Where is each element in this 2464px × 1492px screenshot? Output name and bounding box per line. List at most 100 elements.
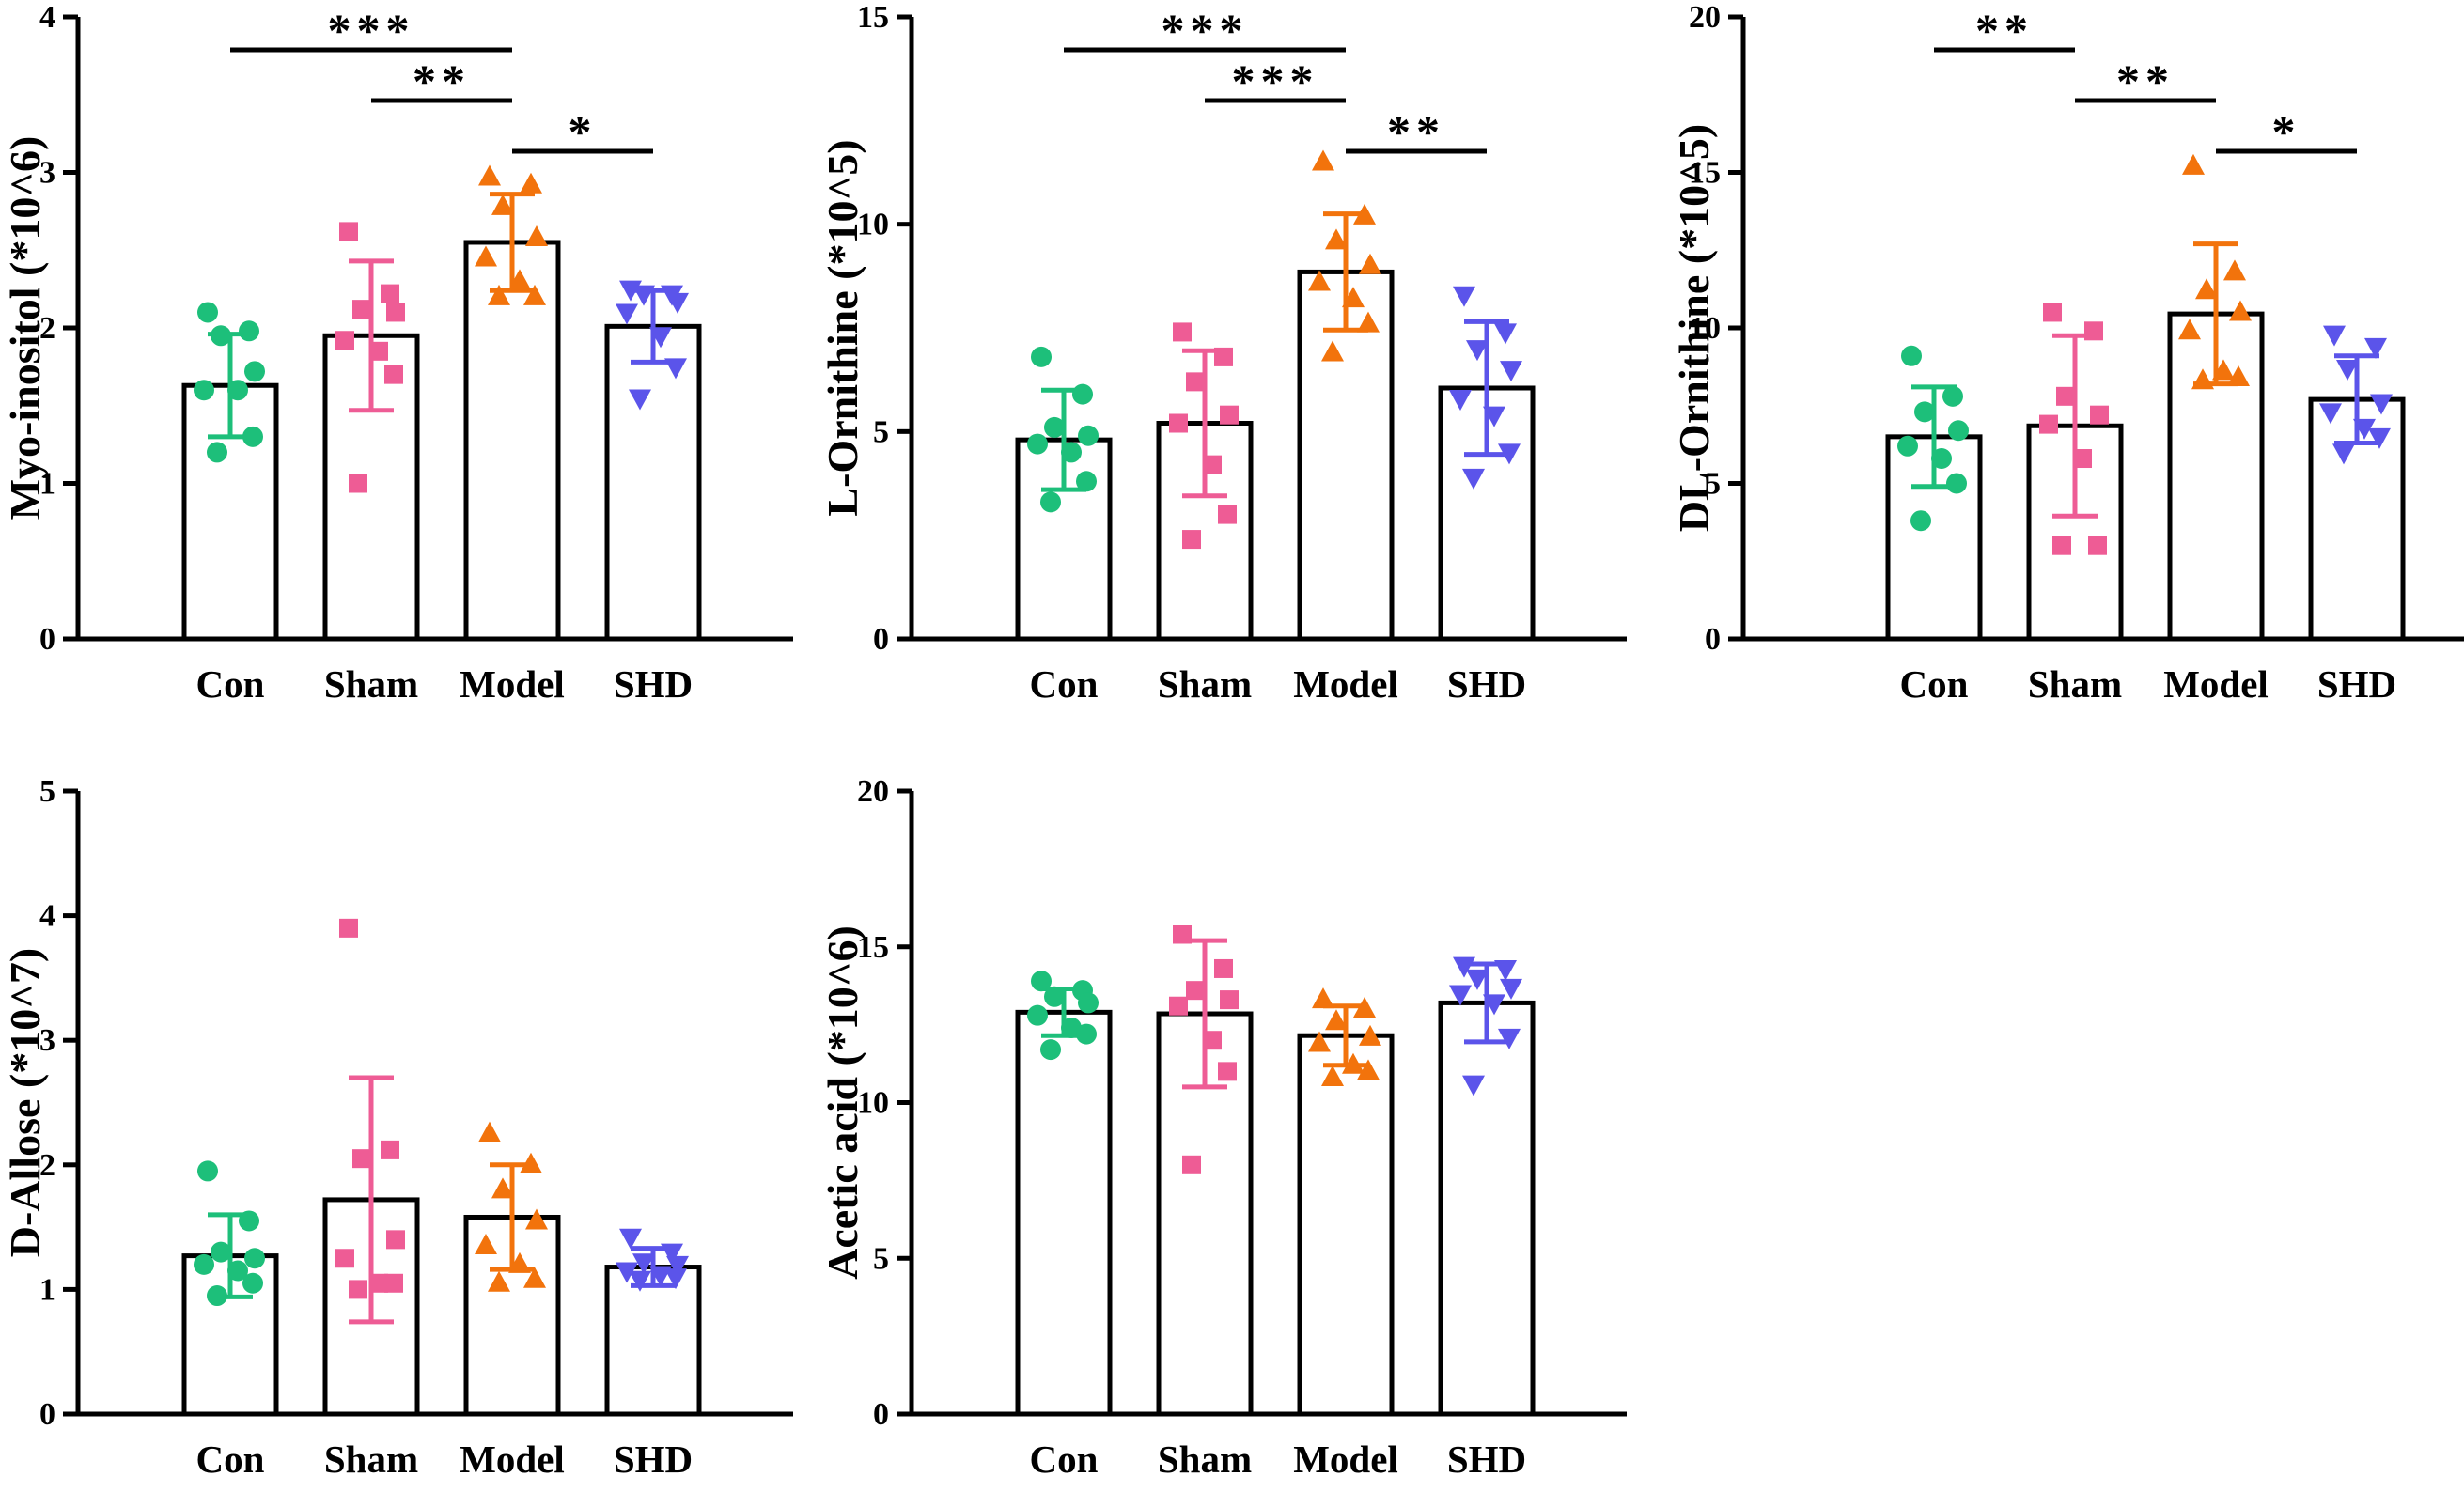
data-point-sham: [2043, 303, 2062, 322]
data-point-sham: [1169, 996, 1188, 1016]
y-tick-label: 0: [873, 1397, 889, 1432]
data-point-sham: [339, 222, 358, 241]
data-point-sham: [1203, 455, 1222, 474]
data-point-model: [2223, 259, 2246, 281]
data-point-shd: [1449, 985, 1472, 1006]
data-point-model: [488, 1270, 510, 1292]
data-point-con: [1914, 401, 1935, 423]
data-point-shd: [649, 327, 672, 349]
data-point-model: [1357, 1059, 1380, 1080]
data-point-shd: [1500, 361, 1522, 382]
data-point-shd: [664, 1268, 687, 1290]
data-point-shd: [1498, 443, 1521, 465]
x-tick-label-model: Model: [460, 1438, 565, 1481]
data-point-model: [520, 1152, 542, 1173]
data-point-sham: [386, 303, 405, 322]
data-point-model: [1321, 340, 1344, 362]
y-axis-title: Acetic acid (*10^6): [819, 925, 866, 1280]
y-tick-label: 2: [39, 311, 55, 346]
data-point-sham: [381, 1140, 399, 1159]
data-point-model: [475, 245, 497, 267]
data-point-sham: [381, 284, 399, 303]
data-point-con: [1901, 345, 1922, 366]
data-point-model: [1325, 228, 1348, 250]
data-point-sham: [1203, 1031, 1222, 1050]
data-point-shd: [2336, 360, 2359, 381]
x-tick-label-con: Con: [1030, 662, 1099, 706]
data-point-con: [1078, 425, 1099, 446]
chart-panel-5: 0 5 10 15 20 Con Sham Model SHD Acetic acid (*10^…: [819, 774, 1627, 1481]
data-point-con: [194, 380, 214, 401]
data-point-sham: [1173, 925, 1192, 944]
data-point-model: [525, 1208, 548, 1230]
x-tick-label-model: Model: [2163, 662, 2269, 706]
data-point-shd: [1483, 406, 1505, 427]
y-tick-label: 1: [39, 1272, 55, 1307]
bar-shd: [604, 323, 702, 642]
y-tick-label: 5: [873, 1241, 889, 1276]
data-point-con: [1931, 448, 1952, 470]
data-point-shd: [2353, 418, 2376, 440]
x-tick-label-model: Model: [1293, 1438, 1398, 1481]
data-point-con: [1044, 416, 1065, 438]
data-point-model: [1357, 311, 1380, 333]
data-point-shd: [1483, 994, 1505, 1016]
data-point-model: [2227, 365, 2250, 386]
bar-shd: [1438, 1000, 1536, 1417]
data-point-con: [244, 1248, 265, 1269]
data-point-shd: [2370, 394, 2393, 415]
data-point-model: [2178, 319, 2201, 340]
data-point-shd: [629, 1270, 651, 1292]
data-point-sham: [2090, 405, 2109, 425]
y-tick-label: 3: [39, 1023, 55, 1058]
significance-label: *: [2272, 105, 2301, 158]
x-tick-label-sham: Sham: [2028, 662, 2122, 706]
significance-label: **: [1975, 4, 2034, 56]
y-tick-label: 0: [1705, 622, 1721, 657]
significance-label: ***: [1162, 4, 1249, 56]
data-point-con: [1027, 1004, 1048, 1026]
significance-label: **: [1387, 105, 1445, 158]
data-point-model: [1312, 987, 1334, 1009]
data-point-shd: [2319, 403, 2342, 425]
data-point-model: [525, 225, 548, 247]
significance-label: *: [569, 105, 598, 158]
y-tick-label: 15: [1689, 156, 1721, 191]
x-tick-label-con: Con: [1030, 1438, 1099, 1481]
data-point-sham: [352, 1149, 371, 1169]
data-point-sham: [1220, 990, 1239, 1010]
data-point-model: [2195, 278, 2218, 300]
data-point-sham: [369, 1273, 388, 1293]
data-point-con: [239, 320, 259, 342]
x-tick-label-con: Con: [196, 662, 265, 706]
x-tick-label-shd: SHD: [614, 1438, 693, 1481]
data-point-sham: [349, 1280, 367, 1299]
y-tick-label: 4: [39, 0, 55, 35]
y-tick-label: 15: [857, 0, 889, 35]
data-point-shd: [664, 358, 687, 380]
data-point-con: [227, 380, 248, 401]
data-point-model: [2229, 300, 2252, 321]
data-point-model: [491, 194, 514, 215]
y-tick-label: 5: [873, 414, 889, 449]
data-point-con: [1910, 510, 1931, 532]
data-point-con: [1948, 420, 1969, 442]
x-tick-label-shd: SHD: [1447, 1438, 1526, 1481]
data-point-model: [1353, 997, 1376, 1018]
data-point-sham: [335, 331, 354, 350]
data-point-sham: [384, 1273, 403, 1293]
x-tick-label-sham: Sham: [1158, 662, 1252, 706]
data-point-model: [1353, 203, 1376, 225]
data-point-sham: [1218, 505, 1237, 524]
significance-label: ***: [1232, 54, 1319, 107]
data-point-sham: [1214, 958, 1233, 978]
bar-model: [1297, 1033, 1395, 1417]
y-axis-title: D-Allose (*10^7): [1, 948, 49, 1258]
data-point-sham: [352, 300, 371, 319]
data-point-model: [508, 1251, 531, 1273]
data-point-shd: [1498, 1028, 1521, 1049]
data-point-model: [1321, 1065, 1344, 1086]
x-tick-label-sham: Sham: [324, 662, 418, 706]
